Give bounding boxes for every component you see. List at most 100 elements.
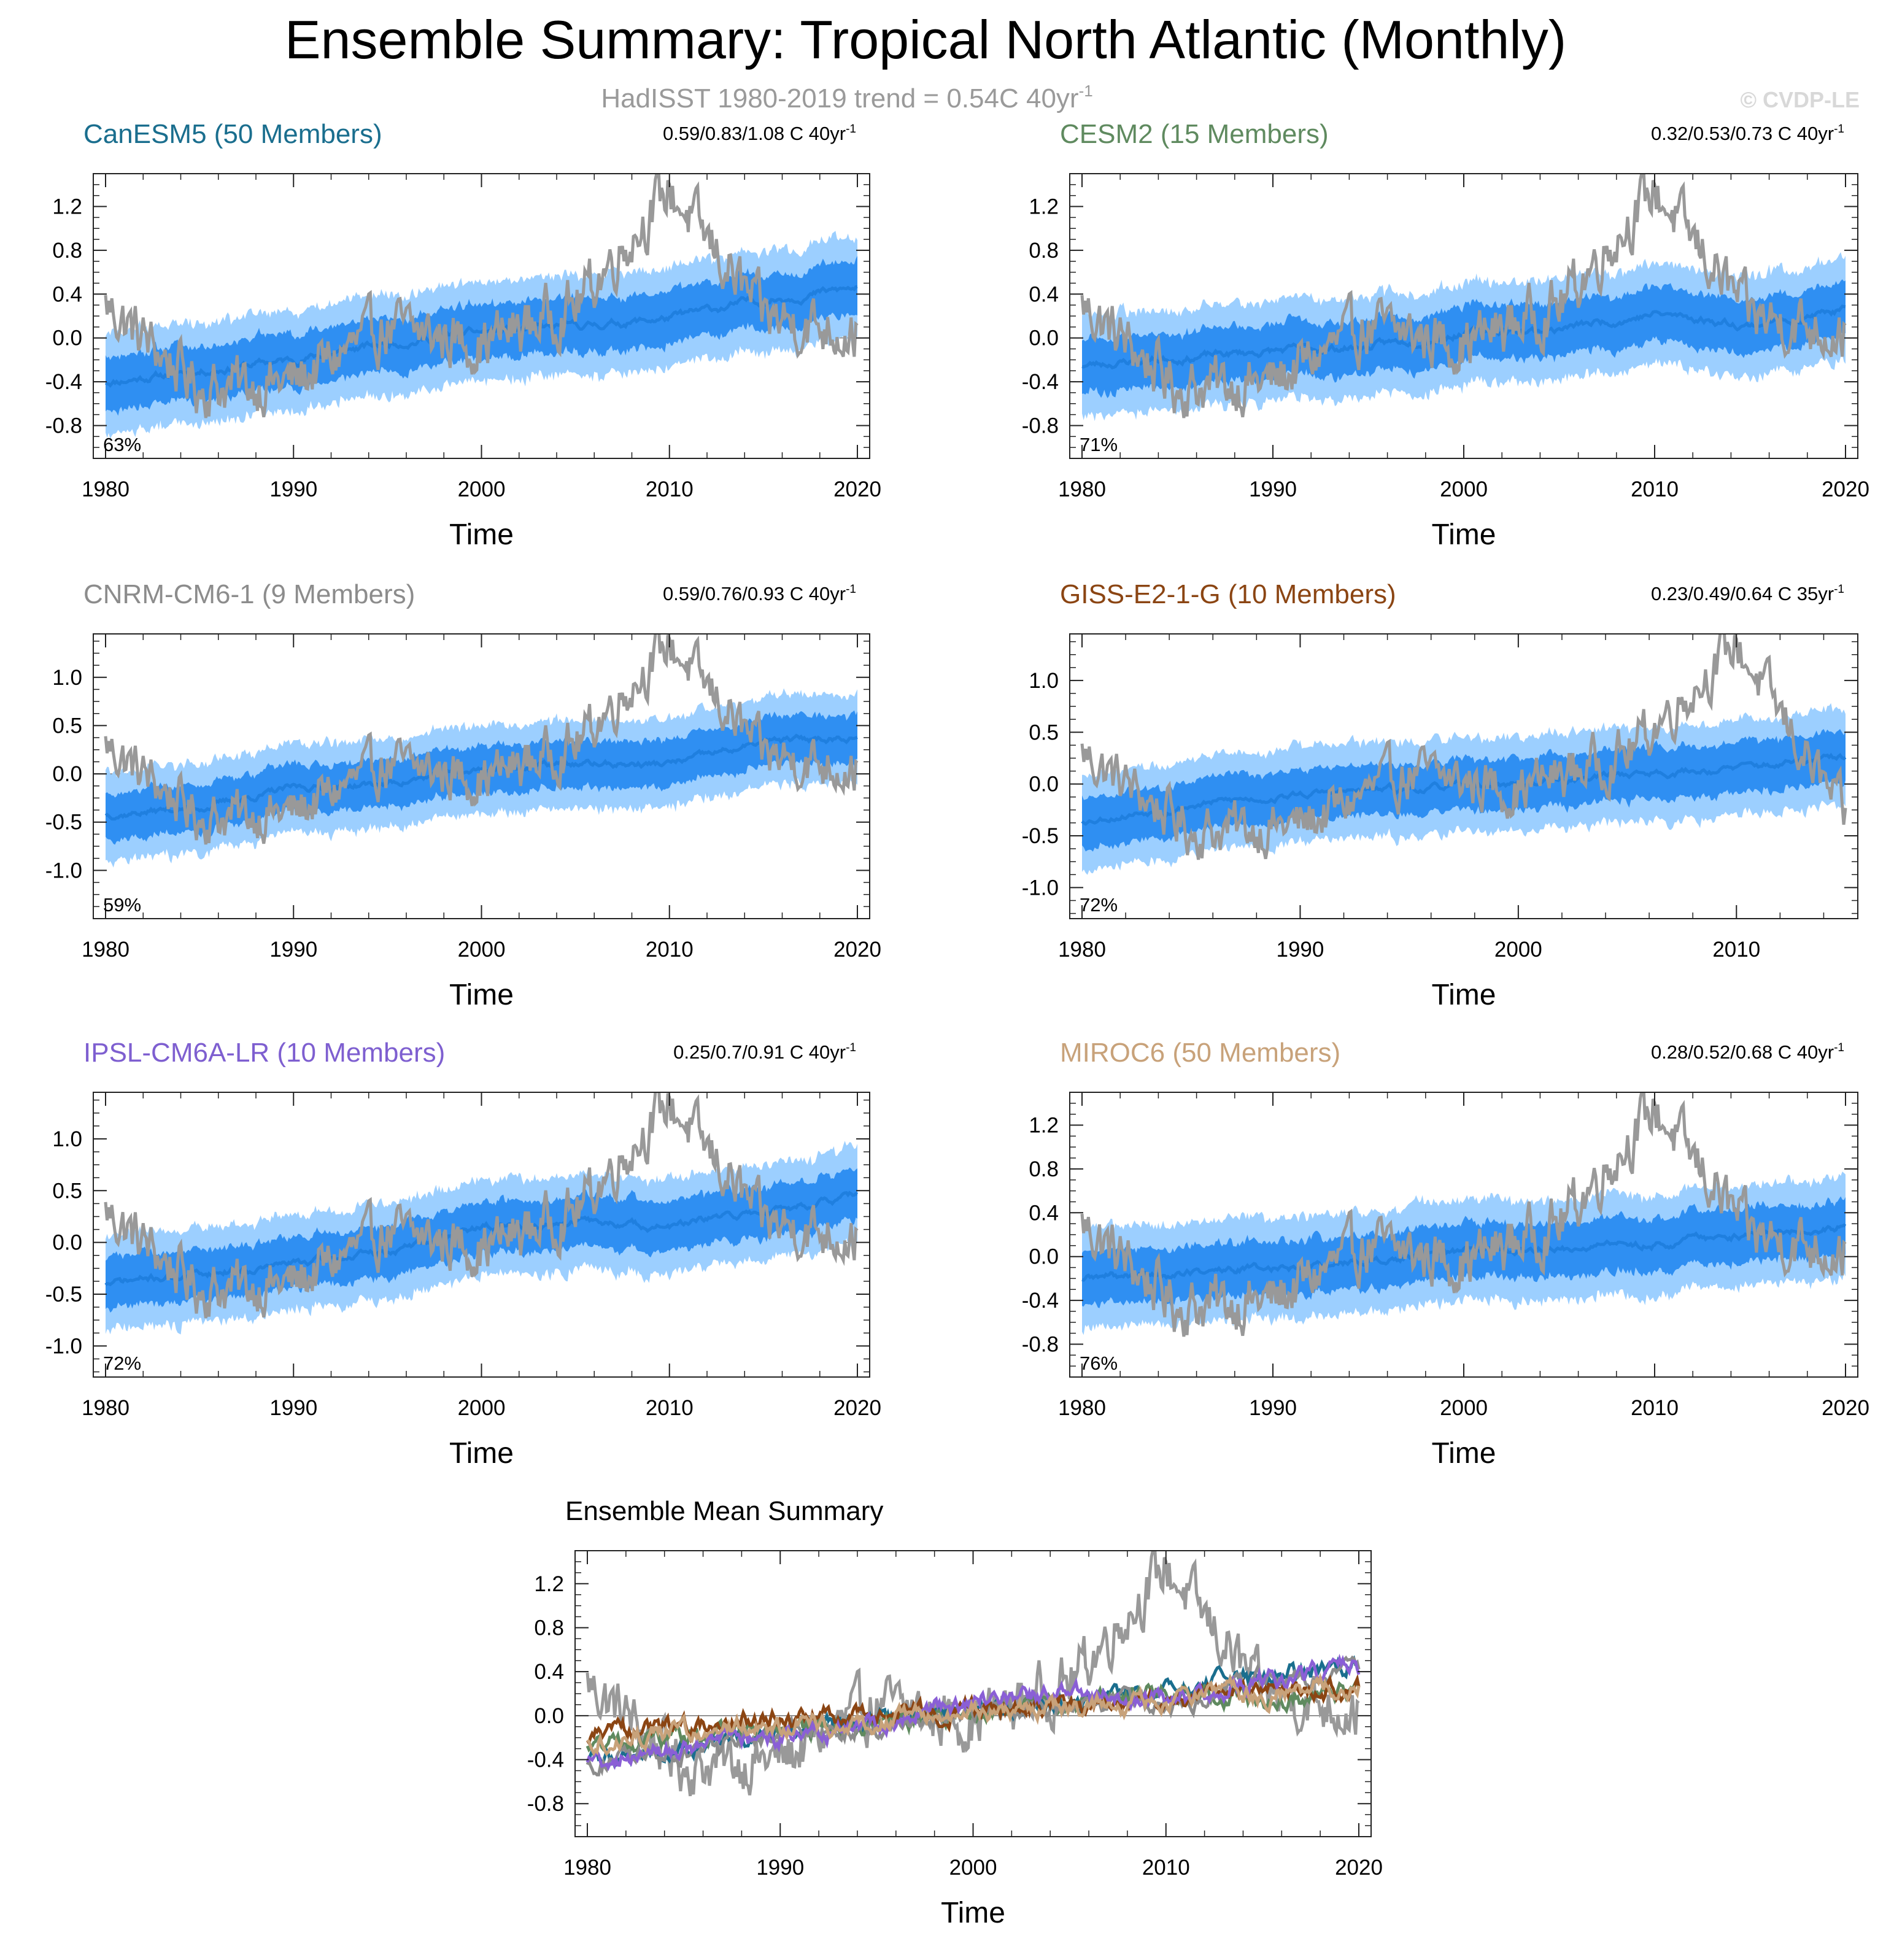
x-tick-label: 2000: [1440, 1396, 1488, 1420]
plot-area: [93, 1092, 870, 1335]
x-tick-label: 2000: [458, 477, 506, 501]
x-tick-label: 1990: [269, 477, 317, 501]
x-tick-label: 2010: [646, 938, 694, 962]
panel-cesm2: CESM2 (15 Members) 0.32/0.53/0.73 C 40yr-…: [1022, 119, 1869, 551]
trend-value: 0.59/0.76/0.93 C 40yr: [663, 583, 846, 604]
panel-title: MIROC6 (50 Members): [1060, 1038, 1340, 1068]
y-tick-label: 0.8: [1029, 239, 1059, 263]
y-tick-label: -0.8: [1022, 414, 1059, 438]
plot-area: [1070, 1092, 1858, 1337]
y-tick-label: 0.8: [1029, 1157, 1059, 1181]
x-tick-label: 1990: [1249, 1396, 1297, 1420]
y-tick-label: -1.0: [1022, 876, 1059, 900]
y-tick-label: 0.5: [52, 714, 82, 738]
y-tick-label: -0.5: [45, 811, 82, 835]
y-tick-label: -0.8: [45, 414, 82, 438]
plot-area: [575, 1551, 1371, 1797]
figure-title: Ensemble Summary: Tropical North Atlanti…: [285, 9, 1566, 70]
x-tick-label: 2000: [458, 1396, 506, 1420]
series-observations: [104, 1092, 859, 1319]
y-tick-label: -0.4: [45, 370, 82, 394]
x-tick-label: 2000: [1440, 477, 1488, 501]
x-tick-label: 2020: [1335, 1856, 1383, 1880]
watermark: © CVDP-LE: [1740, 87, 1860, 112]
trend-sup: -1: [1834, 583, 1844, 596]
y-tick-label: 0.5: [1029, 720, 1059, 744]
y-tick-label: 0.4: [52, 282, 82, 306]
panels: CanESM5 (50 Members) 0.59/0.83/1.08 C 40y…: [45, 119, 1869, 1929]
x-tick-label: 2010: [1631, 1396, 1679, 1420]
y-tick-label: 1.2: [1029, 1114, 1059, 1138]
panel-cnrm: CNRM-CM6-1 (9 Members) 0.59/0.76/0.93 C 4…: [45, 579, 881, 1011]
x-tick-label: 1980: [82, 938, 129, 962]
y-tick-label: 0.4: [534, 1660, 564, 1684]
y-tick-label: 0.5: [52, 1179, 82, 1203]
panel-title: IPSL-CM6A-LR (10 Members): [83, 1038, 445, 1068]
x-tick-label: 1980: [563, 1856, 611, 1880]
x-tick-label: 1980: [82, 477, 129, 501]
y-tick-label: 0.0: [534, 1704, 564, 1728]
percent-label: 71%: [1080, 434, 1118, 455]
trend-value: 0.28/0.52/0.68 C 40yr: [1651, 1041, 1834, 1063]
plot-area: [1070, 634, 1858, 875]
x-tick-label: 1980: [1058, 477, 1106, 501]
series-observations: [1080, 634, 1847, 860]
trend-sup: -1: [846, 1041, 856, 1054]
x-tick-label: 2000: [458, 938, 506, 962]
y-tick-label: -0.4: [1022, 1289, 1059, 1313]
x-tick-label: 2010: [646, 477, 694, 501]
x-axis-label: Time: [1432, 979, 1496, 1011]
y-tick-label: 0.4: [1029, 282, 1059, 306]
figure-subtitle-text: HadISST 1980-2019 trend = 0.54C 40yr: [601, 83, 1078, 114]
series-observations: [104, 634, 859, 845]
panel-miroc6: MIROC6 (50 Members) 0.28/0.52/0.68 C 40yr…: [1022, 1038, 1869, 1470]
y-tick-label: 1.2: [1029, 195, 1059, 219]
y-tick-label: 1.0: [52, 666, 82, 690]
x-tick-label: 2000: [1494, 938, 1542, 962]
x-axis-label: Time: [941, 1897, 1005, 1929]
y-tick-label: 1.0: [1029, 669, 1059, 693]
series-observations: [1080, 174, 1847, 419]
panel-title: Ensemble Mean Summary: [565, 1496, 883, 1526]
x-axis-label: Time: [449, 979, 514, 1011]
y-tick-label: 0.4: [1029, 1201, 1059, 1225]
x-tick-label: 2010: [1712, 938, 1760, 962]
x-axis-label: Time: [449, 519, 514, 551]
x-tick-label: 1980: [82, 1396, 129, 1420]
trend-sup: -1: [846, 583, 856, 596]
series-miroc6: [586, 1672, 1361, 1757]
percent-label: 59%: [103, 894, 141, 916]
x-tick-label: 2010: [1631, 477, 1679, 501]
x-tick-label: 1990: [1249, 477, 1297, 501]
y-tick-label: -0.5: [45, 1283, 82, 1306]
percent-label: 72%: [1080, 894, 1118, 916]
y-tick-label: -0.4: [527, 1748, 564, 1772]
x-tick-label: 2010: [1142, 1856, 1190, 1880]
x-tick-label: 2020: [833, 938, 881, 962]
y-tick-label: -0.5: [1022, 824, 1059, 848]
x-tick-label: 2010: [646, 1396, 694, 1420]
panel-ipsl: IPSL-CM6A-LR (10 Members) 0.25/0.7/0.91 C…: [45, 1038, 881, 1470]
trend-text: 0.59/0.83/1.08 C 40yr-1: [663, 123, 856, 144]
trend-sup: -1: [1834, 123, 1844, 136]
trend-text: 0.28/0.52/0.68 C 40yr-1: [1651, 1041, 1844, 1063]
percent-label: 76%: [1080, 1352, 1118, 1374]
y-tick-label: 0.0: [52, 1231, 82, 1255]
x-tick-label: 1990: [1276, 938, 1324, 962]
x-tick-label: 1980: [1058, 938, 1106, 962]
panel-giss: GISS-E2-1-G (10 Members) 0.23/0.49/0.64 C…: [1022, 579, 1858, 1011]
plot-area: [1070, 174, 1858, 422]
y-tick-label: -0.4: [1022, 370, 1059, 394]
y-tick-label: -1.0: [45, 1334, 82, 1358]
y-tick-label: 0.8: [534, 1616, 564, 1640]
series-observations: [1080, 1092, 1847, 1337]
trend-text: 0.25/0.7/0.91 C 40yr-1: [673, 1041, 856, 1063]
series-ipsl-cm6a-lr: [586, 1653, 1361, 1772]
series-ensemble-mean: [1081, 1223, 1847, 1282]
plot-area: [93, 634, 870, 868]
x-tick-label: 1990: [756, 1856, 804, 1880]
trend-value: 0.23/0.49/0.64 C 35yr: [1651, 583, 1834, 604]
x-tick-label: 2020: [833, 1396, 881, 1420]
panel-title: CESM2 (15 Members): [1060, 119, 1329, 149]
